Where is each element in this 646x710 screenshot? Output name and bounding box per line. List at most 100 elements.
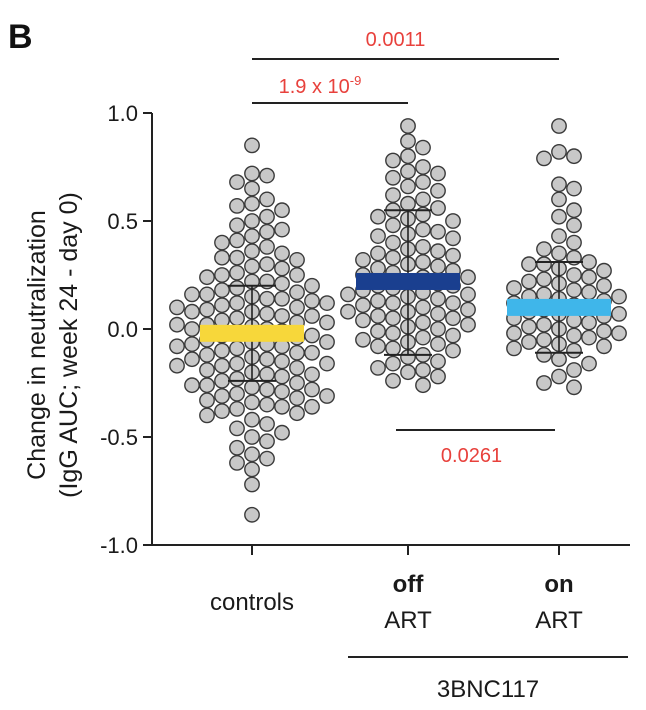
data-point: [370, 308, 386, 324]
category-label-top: off: [393, 571, 425, 598]
data-point: [536, 241, 552, 258]
category-label-bottom: ART: [384, 607, 432, 634]
data-point: [214, 342, 230, 359]
y-tick-label: 0.0: [107, 317, 138, 342]
data-point: [430, 290, 446, 307]
data-point: [214, 388, 230, 404]
data-point: [551, 143, 567, 160]
data-point: [355, 297, 371, 314]
data-point: [259, 450, 275, 467]
data-point: [244, 258, 260, 275]
data-point: [460, 316, 476, 333]
data-point: [370, 245, 386, 262]
data-point: [274, 308, 290, 324]
data-point: [430, 305, 446, 322]
data-point: [460, 301, 476, 318]
data-point: [229, 400, 245, 417]
data-point: [566, 267, 582, 283]
data-point: [274, 398, 290, 415]
data-point: [259, 366, 275, 383]
data-point: [385, 355, 401, 372]
data-point: [415, 377, 431, 394]
category-labels: controls off ART on ART: [210, 571, 583, 634]
data-point: [244, 461, 260, 478]
category-label: controls: [210, 589, 294, 616]
data-point: [445, 247, 461, 264]
data-point: [304, 292, 320, 309]
data-point: [581, 269, 597, 286]
data-point: [184, 336, 200, 352]
data-point: [551, 228, 567, 245]
data-point: [304, 308, 320, 324]
p-value-text: 1.9 x 10: [279, 76, 350, 98]
data-point: [385, 187, 401, 204]
data-point: [214, 249, 230, 266]
data-point: [430, 243, 446, 260]
data-point: [385, 340, 401, 357]
data-point: [370, 208, 386, 225]
data-point: [319, 314, 335, 331]
data-point: [214, 357, 230, 374]
data-point: [289, 405, 305, 422]
data-point: [415, 362, 431, 378]
data-point: [229, 232, 245, 249]
data-point: [289, 344, 305, 361]
data-point: [581, 355, 597, 372]
group-label: 3BNC117: [437, 676, 539, 703]
data-point: [244, 180, 260, 197]
data-point: [611, 305, 627, 322]
data-point: [400, 364, 416, 381]
data-point: [274, 260, 290, 277]
data-point: [229, 174, 245, 191]
data-point: [319, 355, 335, 372]
data-point: [229, 295, 245, 311]
data-point: [400, 148, 416, 165]
y-tick-label: -1.0: [100, 533, 138, 558]
data-point: [581, 329, 597, 346]
data-point: [289, 299, 305, 316]
data-point: [289, 375, 305, 391]
data-point: [430, 165, 446, 182]
data-point: [566, 379, 582, 396]
data-point: [551, 191, 567, 208]
data-point: [229, 310, 245, 327]
data-point: [506, 325, 522, 342]
data-point: [536, 375, 552, 391]
data-point: [289, 359, 305, 376]
data-point: [184, 303, 200, 320]
data-point: [244, 429, 260, 445]
data-point: [430, 336, 446, 352]
data-point: [244, 243, 260, 260]
summary-statistics: [200, 209, 611, 382]
data-point: [184, 286, 200, 303]
p-value-text: 0.0011: [366, 29, 426, 51]
panel-label: B: [8, 18, 33, 56]
data-point: [244, 476, 260, 493]
data-point: [385, 152, 401, 169]
data-point: [370, 323, 386, 340]
data-point: [596, 323, 612, 340]
data-point: [370, 228, 386, 245]
data-point: [415, 159, 431, 175]
data-point: [244, 411, 260, 428]
data-point: [199, 407, 215, 424]
data-point: [430, 321, 446, 337]
data-point: [400, 118, 416, 134]
data-point: [355, 331, 371, 348]
series-points-1: [340, 118, 476, 394]
data-point: [596, 338, 612, 355]
data-point: [566, 217, 582, 234]
data-point: [229, 280, 245, 296]
data-point: [304, 398, 320, 415]
data-point: [184, 377, 200, 394]
y-tick-label: 0.5: [107, 209, 138, 234]
data-point: [566, 148, 582, 165]
data-point: [400, 163, 416, 180]
x-axis: [152, 544, 630, 555]
data-point: [566, 234, 582, 251]
data-point: [289, 251, 305, 268]
data-point: [536, 256, 552, 273]
data-point: [304, 344, 320, 361]
